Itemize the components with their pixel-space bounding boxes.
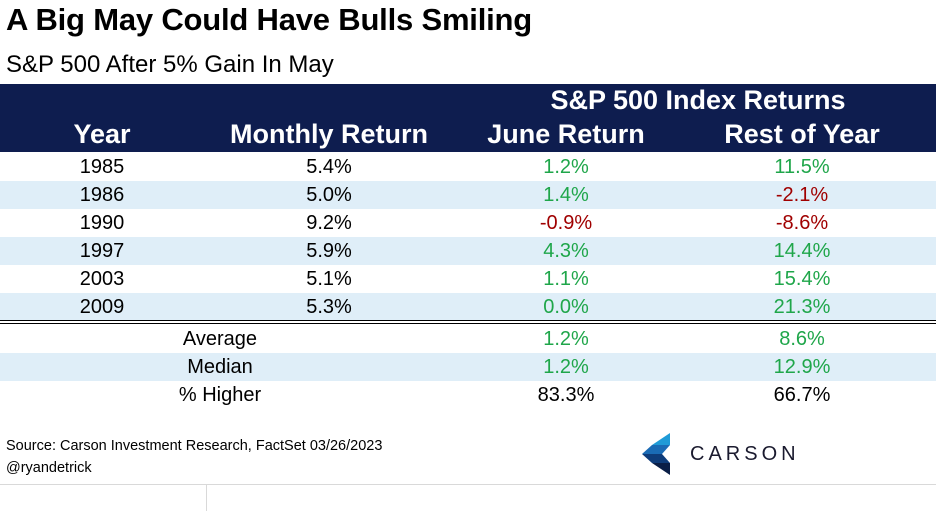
summary-divider-bottom <box>0 323 936 324</box>
summary-rest-cell: 12.9% <box>773 356 831 378</box>
table-row: 2003 5.1% 1.1% 15.4% <box>0 265 936 293</box>
summary-june-cell: 1.2% <box>543 328 589 350</box>
june-return-cell: 1.1% <box>543 268 589 290</box>
monthly-return-cell: 5.0% <box>306 184 352 206</box>
year-cell: 2009 <box>79 296 125 318</box>
author-handle: @ryandetrick <box>6 460 92 476</box>
june-return-cell: 4.3% <box>543 240 589 262</box>
summary-rest-cell: 66.7% <box>773 384 831 406</box>
summary-rest-cell: 8.6% <box>779 328 825 350</box>
year-cell: 1985 <box>79 156 125 178</box>
page-subtitle: S&P 500 After 5% Gain In May <box>6 51 334 78</box>
rest-of-year-cell: 14.4% <box>773 240 831 262</box>
bottom-rule <box>0 484 936 485</box>
table-row: 2009 5.3% 0.0% 21.3% <box>0 293 936 321</box>
summary-row: Average 1.2% 8.6% <box>0 325 936 353</box>
carson-wordmark: CARSON <box>690 443 800 465</box>
col-header-june-return: June Return <box>487 119 645 149</box>
summary-june-cell: 1.2% <box>543 356 589 378</box>
year-cell: 2003 <box>79 268 125 290</box>
summary-label: Average <box>182 328 258 350</box>
table-row: 1986 5.0% 1.4% -2.1% <box>0 181 936 209</box>
monthly-return-cell: 5.1% <box>306 268 352 290</box>
monthly-return-cell: 5.3% <box>306 296 352 318</box>
year-cell: 1997 <box>79 240 125 262</box>
col-header-monthly-return: Monthly Return <box>230 119 428 149</box>
page-title: A Big May Could Have Bulls Smiling <box>6 2 533 37</box>
june-return-cell: 1.2% <box>543 156 589 178</box>
col-header-rest-of-year: Rest of Year <box>724 119 880 149</box>
table-header: S&P 500 Index Returns Year Monthly Retur… <box>0 84 936 152</box>
rest-of-year-cell: -2.1% <box>775 184 829 206</box>
june-return-cell: -0.9% <box>539 212 593 234</box>
rest-of-year-cell: 15.4% <box>773 268 831 290</box>
source-note: Source: Carson Investment Research, Fact… <box>6 438 383 454</box>
summary-row: % Higher 83.3% 66.7% <box>0 381 936 409</box>
summary-row: Median 1.2% 12.9% <box>0 353 936 381</box>
june-return-cell: 0.0% <box>543 296 589 318</box>
monthly-return-cell: 5.9% <box>306 240 352 262</box>
col-header-year: Year <box>73 119 131 149</box>
monthly-return-cell: 9.2% <box>306 212 352 234</box>
group-header: S&P 500 Index Returns <box>550 85 846 115</box>
carson-logo: CARSON <box>640 432 840 476</box>
summary-label: % Higher <box>178 384 262 406</box>
rest-of-year-cell: 11.5% <box>774 156 830 178</box>
carson-chevron-icon <box>642 433 670 475</box>
summary-divider-top <box>0 320 936 321</box>
year-cell: 1986 <box>79 184 125 206</box>
summary-june-cell: 83.3% <box>537 384 595 406</box>
rest-of-year-cell: 21.3% <box>773 296 831 318</box>
year-cell: 1990 <box>79 212 125 234</box>
table-row: 1997 5.9% 4.3% 14.4% <box>0 237 936 265</box>
june-return-cell: 1.4% <box>543 184 589 206</box>
table-row: 1990 9.2% -0.9% -8.6% <box>0 209 936 237</box>
bottom-tick <box>206 484 207 511</box>
rest-of-year-cell: -8.6% <box>775 212 829 234</box>
summary-label: Median <box>187 356 253 378</box>
monthly-return-cell: 5.4% <box>306 156 352 178</box>
table-row: 1985 5.4% 1.2% 11.5% <box>0 153 936 181</box>
